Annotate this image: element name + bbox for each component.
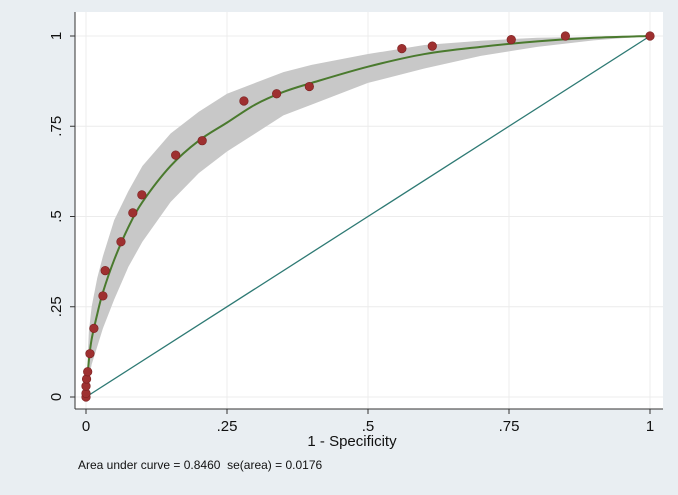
data-point — [560, 31, 571, 41]
auc-note: Area under curve = 0.8460 se(area) = 0.0… — [78, 458, 323, 472]
data-point — [116, 237, 126, 247]
x-tick-label: .75 — [499, 418, 520, 435]
x-tick-label: 0 — [82, 418, 90, 435]
fitted-roc-curve — [85, 35, 651, 398]
reference-line — [85, 35, 651, 398]
data-point — [197, 136, 207, 146]
confidence-band — [86, 36, 650, 397]
data-point — [128, 208, 138, 218]
x-tick-label: .5 — [362, 418, 375, 435]
x-tick-label: .25 — [217, 418, 238, 435]
y-tick-label: 0 — [48, 393, 65, 401]
data-point — [98, 291, 108, 301]
data-points — [81, 31, 655, 402]
data-point — [645, 31, 655, 41]
data-point — [397, 44, 407, 54]
data-point — [506, 35, 516, 45]
x-tick-label: 1 — [646, 418, 654, 435]
x-axis-ticks: 0 .25 .5 .75 1 — [82, 409, 654, 435]
data-point — [427, 41, 437, 51]
y-tick-label: .5 — [48, 210, 65, 223]
y-tick-label: .25 — [48, 296, 65, 317]
data-point — [100, 266, 110, 276]
data-point — [272, 89, 282, 99]
y-axis-ticks: 0 .25 .5 .75 1 — [48, 32, 75, 401]
data-point — [304, 81, 314, 92]
data-point — [89, 323, 99, 334]
data-point — [239, 96, 249, 106]
y-tick-label: .75 — [48, 116, 65, 137]
data-point — [171, 150, 181, 160]
axes — [74, 12, 663, 410]
x-axis-label: 1 - Specificity — [307, 433, 397, 450]
data-point — [85, 349, 95, 359]
data-point — [83, 367, 93, 377]
y-tick-label: 1 — [48, 32, 65, 40]
data-point — [137, 190, 147, 200]
